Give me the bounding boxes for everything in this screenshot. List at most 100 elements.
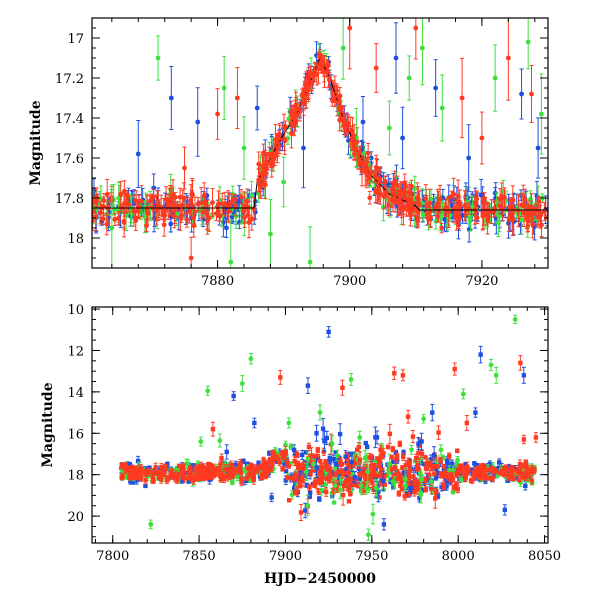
- red-data-point: [132, 212, 138, 223]
- data-marker: [365, 150, 371, 156]
- data-marker: [135, 151, 141, 157]
- data-marker: [260, 172, 266, 177]
- data-marker: [307, 259, 313, 265]
- top-y-tick-label: 18: [67, 232, 84, 247]
- data-marker: [414, 195, 420, 201]
- data-marker: [510, 197, 516, 203]
- data-marker: [299, 93, 305, 98]
- data-marker: [351, 451, 356, 457]
- blue-data-point: [304, 482, 309, 488]
- blue-outlier-point: [195, 87, 201, 157]
- red-data-point: [181, 182, 187, 215]
- data-marker: [384, 189, 389, 195]
- blue-outlier-point: [433, 59, 439, 117]
- red-data-point: [402, 183, 408, 201]
- data-marker: [472, 461, 477, 466]
- red-data-point: [364, 157, 370, 182]
- data-marker: [306, 83, 312, 89]
- data-marker: [261, 150, 266, 156]
- red-data-point: [375, 182, 381, 201]
- red-data-point: [185, 196, 191, 215]
- data-marker: [515, 208, 521, 214]
- blue-outlier-point: [135, 120, 141, 188]
- data-marker: [413, 25, 419, 31]
- blue-data-point: [236, 185, 242, 217]
- data-marker: [268, 231, 273, 237]
- data-marker: [283, 469, 289, 474]
- green-outlier-point: [538, 73, 544, 155]
- red-data-point: [337, 108, 343, 132]
- red-data-point: [357, 147, 363, 159]
- data-marker: [161, 222, 167, 228]
- red-data-point: [201, 206, 207, 218]
- data-marker: [145, 211, 151, 216]
- data-marker: [181, 196, 187, 201]
- red-data-point: [112, 212, 118, 227]
- red-data-point: [184, 211, 190, 228]
- data-marker: [362, 150, 367, 156]
- data-marker: [367, 195, 373, 201]
- data-marker: [508, 204, 514, 210]
- data-marker: [435, 201, 440, 207]
- red-data-point: [123, 194, 129, 214]
- top-panel-ticks: 7880 7900 7920 17 17.2 17.4 17.6 17.8 18: [55, 18, 548, 289]
- data-marker: [386, 125, 392, 131]
- data-marker: [391, 459, 396, 464]
- data-marker: [307, 494, 312, 499]
- red-data-point: [365, 142, 371, 164]
- data-marker: [343, 125, 348, 131]
- red-data-point: [423, 184, 429, 213]
- blue-data-point: [327, 457, 332, 464]
- data-marker: [460, 212, 465, 218]
- red-data-point: [121, 215, 127, 230]
- data-marker: [479, 135, 485, 141]
- data-marker: [439, 225, 445, 231]
- data-marker: [270, 156, 276, 162]
- bottom-panel-data-points: [119, 314, 539, 541]
- data-marker: [92, 198, 96, 204]
- data-marker: [373, 165, 379, 170]
- data-marker: [101, 198, 107, 204]
- data-marker: [281, 179, 287, 185]
- red-data-point: [175, 201, 181, 212]
- red-data-point: [302, 80, 308, 99]
- data-marker: [368, 155, 374, 161]
- red-data-point: [481, 198, 487, 227]
- top-x-tick-label: 7920: [465, 274, 498, 289]
- green-outlier-point: [340, 18, 346, 80]
- data-marker: [346, 452, 352, 457]
- red-data-point: [260, 168, 266, 181]
- green-data-point: [420, 207, 426, 222]
- data-marker: [519, 91, 524, 97]
- data-marker: [340, 45, 346, 51]
- data-marker: [116, 215, 122, 221]
- data-marker: [420, 45, 425, 51]
- green-outlier-point: [241, 116, 247, 180]
- red-data-point: [407, 199, 413, 212]
- top-y-tick-label: 17: [67, 32, 84, 47]
- data-marker: [317, 496, 322, 502]
- green-outlier-point: [228, 219, 234, 268]
- red-data-point: [392, 170, 398, 192]
- data-marker: [139, 198, 144, 204]
- data-marker: [296, 106, 302, 111]
- blue-outlier-point: [535, 117, 541, 179]
- red-data-point: [486, 210, 491, 224]
- data-marker: [336, 99, 342, 105]
- top-y-axis-title: Magnitude: [28, 100, 44, 185]
- red-data-point: [351, 147, 357, 161]
- data-marker: [132, 215, 138, 220]
- data-marker: [294, 113, 300, 118]
- data-marker: [116, 195, 122, 201]
- data-marker: [325, 68, 331, 74]
- red-data-point: [172, 192, 178, 203]
- red-data-point: [326, 72, 332, 88]
- data-marker: [351, 151, 357, 157]
- data-marker: [398, 188, 404, 194]
- data-marker: [505, 55, 511, 61]
- red-data-point: [531, 205, 536, 220]
- blue-outlier-point: [466, 124, 472, 192]
- data-marker: [133, 198, 139, 204]
- data-marker: [136, 204, 142, 210]
